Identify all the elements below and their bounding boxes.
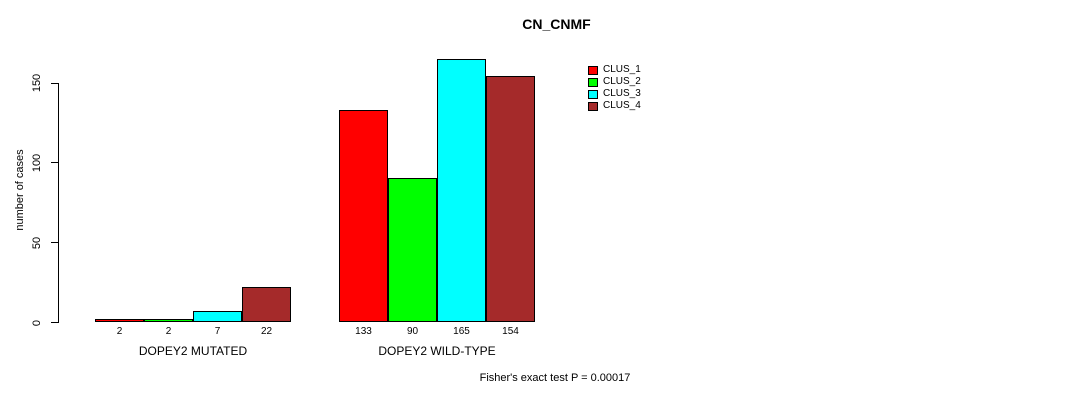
bar-value-label: 22 — [260, 326, 273, 337]
legend-label: CLUS_3 — [603, 88, 641, 99]
bar-clus_3 — [193, 310, 242, 322]
y-tick-label: 150 — [31, 73, 43, 93]
bar-value-label: 90 — [406, 326, 419, 337]
y-axis-label: number of cases — [14, 149, 26, 231]
y-tick-label: 50 — [31, 236, 43, 249]
bar-value-label: 7 — [214, 326, 221, 337]
bar-value-label: 165 — [453, 326, 470, 337]
y-tick-label: 0 — [31, 319, 43, 326]
bar-clus_2 — [144, 318, 193, 322]
y-tick-mark — [51, 82, 58, 84]
annotation-fisher-test: Fisher's exact test P = 0.00017 — [479, 372, 631, 384]
bar-clus_1 — [339, 109, 388, 322]
legend-row: CLUS_1 — [588, 64, 641, 76]
legend-label: CLUS_1 — [603, 64, 641, 75]
group-label: DOPEY2 MUTATED — [138, 344, 248, 358]
bar-value-label: 2 — [165, 326, 172, 337]
y-tick-label: 100 — [31, 153, 43, 173]
bar-clus_1 — [95, 318, 144, 322]
y-tick-mark — [51, 322, 58, 323]
bar-value-label: 2 — [116, 326, 123, 337]
bar-clus_4 — [486, 76, 535, 322]
y-tick-mark — [51, 162, 58, 164]
bar-clus_3 — [437, 58, 486, 322]
chart-title: CN_CNMF — [522, 16, 591, 32]
legend-row: CLUS_2 — [588, 76, 641, 88]
y-axis-line — [58, 82, 59, 323]
group-label: DOPEY2 WILD-TYPE — [378, 344, 496, 358]
y-tick-mark — [51, 242, 58, 244]
legend-swatch-clus_4 — [588, 101, 598, 111]
legend-row: CLUS_3 — [588, 88, 641, 100]
bar-clus_4 — [242, 286, 291, 322]
legend-swatch-clus_3 — [588, 89, 598, 99]
legend-row: CLUS_4 — [588, 100, 641, 112]
legend: CLUS_1 CLUS_2 CLUS_3 CLUS_4 — [588, 64, 641, 112]
legend-swatch-clus_2 — [588, 77, 598, 87]
legend-label: CLUS_4 — [603, 100, 641, 111]
bar-value-label: 133 — [355, 326, 372, 337]
bar-value-label: 154 — [502, 326, 519, 337]
bar-clus_2 — [388, 178, 437, 322]
legend-label: CLUS_2 — [603, 76, 641, 87]
legend-swatch-clus_1 — [588, 65, 598, 75]
